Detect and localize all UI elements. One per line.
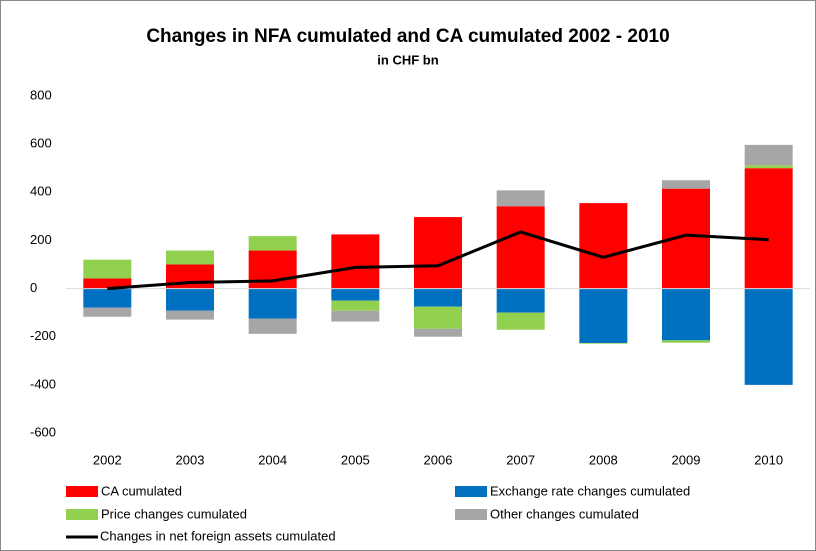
bar-segment	[662, 340, 710, 343]
chart-title: Changes in NFA cumulated and CA cumulate…	[146, 26, 669, 47]
y-tick-label: -400	[30, 376, 56, 391]
bar-segment	[248, 288, 297, 319]
legend-swatch	[455, 509, 487, 520]
bar-segment	[744, 288, 793, 385]
legend-swatch	[66, 486, 98, 497]
bar-segment	[83, 278, 132, 289]
bar-segment	[496, 190, 545, 207]
bar-segment	[248, 236, 297, 251]
x-tick-label: 2004	[258, 452, 287, 467]
x-tick-label: 2003	[176, 452, 205, 467]
bar-segment	[83, 307, 132, 317]
legend-swatch	[66, 509, 98, 520]
bar-segment	[744, 165, 793, 169]
bar-segment	[166, 250, 214, 265]
bar-segment	[414, 288, 462, 307]
legend-label: Other changes cumulated	[490, 506, 639, 521]
bar-segment	[579, 203, 628, 289]
y-tick-label: 600	[30, 136, 52, 151]
line-series	[107, 230, 769, 291]
legend-label: CA cumulated	[101, 483, 182, 498]
x-tick-label: 2007	[506, 452, 535, 467]
bar-segment	[414, 328, 462, 337]
bar-segment	[166, 288, 214, 311]
bar-segment	[579, 342, 628, 344]
bar-segment	[331, 310, 380, 322]
y-tick-label: 800	[30, 87, 52, 102]
bar-segment	[579, 288, 628, 343]
x-tick-label: 2010	[754, 452, 783, 467]
legend-label: Exchange rate changes cumulated	[490, 483, 690, 498]
x-tick-label: 2002	[93, 452, 122, 467]
bar-segment	[331, 300, 380, 311]
y-tick-label: -200	[30, 328, 56, 343]
bar-segment	[496, 206, 545, 289]
x-tick-label: 2005	[341, 452, 370, 467]
bar-segment	[744, 144, 793, 166]
bar-segment	[414, 306, 462, 329]
bar-segment	[248, 318, 297, 334]
bar-segment	[496, 288, 545, 313]
bar-segment	[331, 234, 380, 289]
legend-swatch	[455, 486, 487, 497]
bar-segment	[331, 288, 380, 301]
x-tick-label: 2009	[672, 452, 701, 467]
y-tick-label: -600	[30, 424, 56, 439]
bar-segment	[83, 259, 132, 279]
x-tick-label: 2008	[589, 452, 618, 467]
legend-label: Price changes cumulated	[101, 506, 247, 521]
bar-segment	[248, 250, 297, 289]
y-tick-label: 0	[30, 280, 37, 295]
bar-segment	[744, 168, 793, 289]
bar-segment	[496, 312, 545, 330]
bar-segment	[662, 180, 710, 189]
bar-segment	[662, 288, 710, 341]
y-tick-label: 200	[30, 232, 52, 247]
y-tick-label: 400	[30, 184, 52, 199]
x-tick-label: 2006	[424, 452, 453, 467]
bar-segment	[83, 288, 132, 308]
legend-label: Changes in net foreign assets cumulated	[100, 528, 336, 543]
chart-subtitle: in CHF bn	[377, 52, 438, 67]
bar-segment	[414, 217, 462, 289]
bar-segment	[166, 310, 214, 320]
